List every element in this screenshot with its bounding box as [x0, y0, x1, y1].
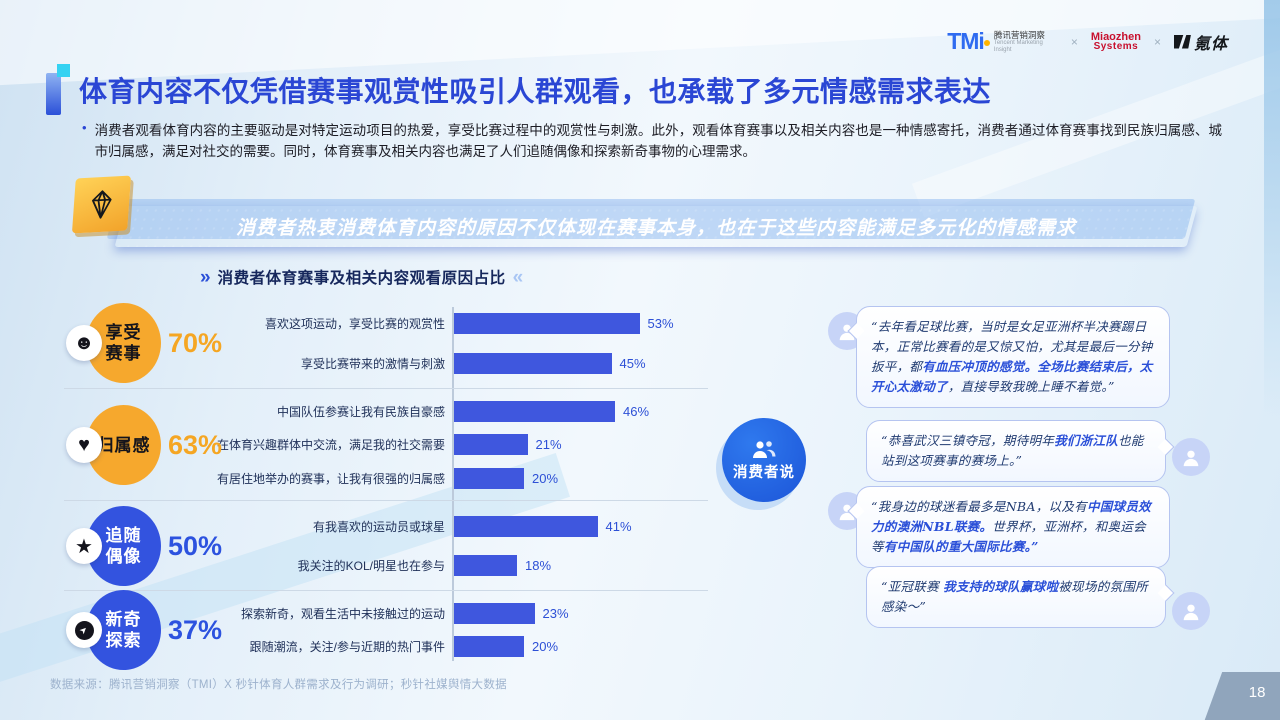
tmi-chinese-label: 腾讯营销洞察 — [993, 29, 1045, 40]
intro-text: 消费者观看体育内容的主要驱动是对特定运动项目的热爱，享受比赛过程中的观赏性与刺激… — [94, 123, 1222, 159]
bar — [454, 467, 524, 489]
bar-value: 46% — [623, 404, 650, 420]
background-right-strip — [1264, 0, 1280, 420]
logo-separator: × — [1070, 34, 1078, 49]
quote-bubble: “恭喜武汉三镇夺冠，期待明年我们浙江队也能站到这项赛事的赛场上。” — [866, 420, 1166, 482]
quote-bubble: “去年看足球比赛，当时是女足亚洲杯半决赛踢日本，正常比赛看的是又惊又怕，尤其是最… — [856, 306, 1170, 408]
bar-value: 23% — [542, 606, 569, 621]
chevron-right-icon: » — [200, 266, 211, 288]
bar-row: 探索新奇，观看生活中未接触过的运动 23% — [222, 602, 718, 626]
intro-paragraph: • 消费者观看体育内容的主要驱动是对特定运动项目的热爱，享受比赛过程中的观赏性与… — [82, 120, 1222, 162]
chart-title: 消费者体育赛事及相关内容观看原因占比 — [217, 270, 506, 287]
bar-row: 有居住地举办的赛事，让我有很强的归属感 20% — [217, 466, 718, 490]
chevron-left-icon: « — [512, 266, 524, 288]
highlight-banner: 消费者热衷消费体育内容的原因不仅体现在赛事本身，也在于这些内容能满足多元化的情感… — [114, 206, 1198, 247]
miaozhen-logo: Miaozhen Systems — [1090, 30, 1141, 52]
data-source-note: 数据来源：腾讯营销洞察（TMI）X 秒针体育人群需求及行为调研；秒针社媒舆情大数… — [50, 679, 507, 691]
page-title: 体育内容不仅凭借赛事观赏性吸引人群观看，也承载了多元情感需求表达 — [79, 76, 992, 107]
category-percent: 70% — [167, 327, 222, 358]
chart-axis-line — [452, 307, 454, 661]
category-circle: 归属感 — [86, 405, 161, 485]
bar — [454, 434, 528, 456]
category-percent: 37% — [167, 614, 222, 645]
page-number: 18 — [1201, 672, 1280, 720]
avatar — [1172, 438, 1210, 476]
bar-value: 45% — [619, 355, 646, 371]
category-percent: 50% — [167, 530, 222, 561]
star-icon: ★ — [66, 528, 102, 564]
bar — [454, 516, 598, 537]
category-percent: 63% — [167, 429, 222, 460]
logo-row: TMi 腾讯营销洞察 Tencent Marketing Insight × M… — [947, 28, 1228, 55]
tmi-logo: TMi 腾讯营销洞察 Tencent Marketing Insight — [947, 28, 1058, 55]
bullet-point: • — [82, 120, 87, 135]
bar-row: 中国队伍参赛让我有民族自豪感 46% — [222, 400, 718, 424]
quote-bubble: “我身边的球迷看最多是NBA，以及有中国球员效力的澳洲NBL联赛。世界杯，亚洲杯… — [856, 486, 1170, 568]
bar-value: 18% — [525, 558, 552, 573]
logo-separator: × — [1153, 34, 1161, 49]
quote-bubble: “亚冠联赛 我支持的球队赢球啦被现场的氛围所感染～” — [866, 566, 1166, 628]
bar-value: 53% — [647, 315, 674, 331]
bar — [454, 312, 640, 334]
category-group-idol: ★ 追随 偶像 50% 有我喜欢的运动员或球星 41% 我关注的KOL/明星也在… — [60, 501, 718, 591]
heart-icon: ♥ — [66, 427, 102, 463]
consumer-says-badge: 消费者说 — [722, 418, 806, 502]
keti-logo: 氪体 — [1173, 30, 1228, 54]
bar — [454, 555, 517, 576]
category-group-enjoy: ☻ 享受 赛事 70% 喜欢这项运动，享受比赛的观赏性 53% 享受比赛带来的激… — [60, 297, 718, 389]
bar-row: 在体育兴趣群体中交流，满足我的社交需要 21% — [217, 433, 718, 457]
compass-icon: ➤ — [66, 612, 102, 648]
avatar — [1172, 592, 1210, 630]
bar-value: 41% — [605, 519, 632, 534]
tmi-orange-dot-icon — [983, 39, 990, 46]
bar-row: 喜欢这项运动，享受比赛的观赏性 53% — [222, 311, 718, 335]
bar-row: 享受比赛带来的激情与刺激 45% — [222, 351, 718, 375]
people-icon — [753, 440, 776, 458]
bar-row: 我关注的KOL/明星也在参与 18% — [222, 554, 718, 578]
bar-value: 20% — [532, 470, 559, 486]
title-accent-bar — [46, 64, 70, 115]
bar-row: 跟随潮流，关注/参与近期的热门事件 20% — [222, 635, 718, 659]
bar — [454, 401, 615, 423]
tmi-wordmark: TMi — [947, 28, 985, 54]
gem-icon — [71, 175, 132, 234]
smiley-icon: ☻ — [66, 325, 102, 361]
bar-chart: ☻ 享受 赛事 70% 喜欢这项运动，享受比赛的观赏性 53% 享受比赛带来的激… — [60, 297, 718, 670]
category-group-belonging: ♥ 归属感 63% 中国队伍参赛让我有民族自豪感 46% 在体育兴趣群体中交流，… — [60, 389, 718, 501]
banner-text: 消费者热衷消费体育内容的原因不仅体现在赛事本身，也在于这些内容能满足多元化的情感… — [235, 218, 1076, 239]
bar — [454, 636, 524, 657]
tmi-english-label: Tencent Marketing Insight — [993, 39, 1043, 53]
bar-row: 有我喜欢的运动员或球星 41% — [222, 515, 718, 539]
bar — [454, 603, 535, 624]
bar — [454, 352, 612, 374]
bar-value: 21% — [535, 437, 562, 453]
keti-mark-icon — [1173, 34, 1191, 49]
bar-value: 20% — [532, 639, 559, 654]
title-cyan-square — [57, 64, 70, 77]
category-group-novelty: ➤ 新奇 探索 37% 探索新奇，观看生活中未接触过的运动 23% 跟随潮流，关… — [60, 590, 718, 670]
